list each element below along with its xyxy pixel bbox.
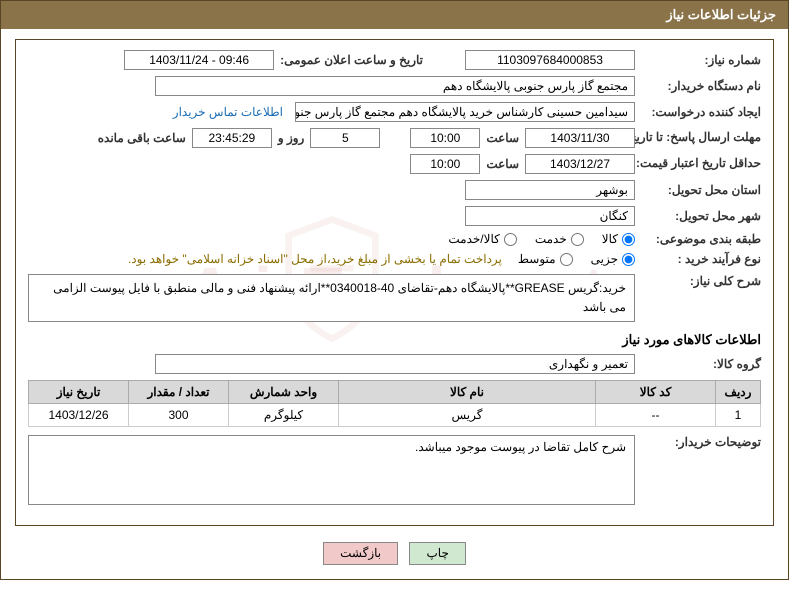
buyer-contact-link[interactable]: اطلاعات تماس خریدار: [173, 105, 283, 119]
label-announce-dt: تاریخ و ساعت اعلان عمومی:: [280, 53, 423, 67]
back-button[interactable]: بازگشت: [323, 542, 398, 565]
radio-goods[interactable]: کالا: [602, 232, 635, 246]
need-details-box: شماره نیاز: 1103097684000853 تاریخ و ساع…: [15, 39, 774, 526]
row-reply-deadline: مهلت ارسال پاسخ: تا تاریخ: 1403/11/30 سا…: [28, 128, 761, 148]
label-time-1: ساعت: [486, 131, 519, 145]
label-buyer-notes: توضیحات خریدار:: [641, 435, 761, 449]
col-code: کد کالا: [596, 381, 716, 404]
radio-goods-label: کالا: [602, 232, 618, 246]
radio-partial-input[interactable]: [622, 253, 635, 266]
items-section-header: اطلاعات کالاهای مورد نیاز: [28, 332, 761, 348]
label-buyer-org: نام دستگاه خریدار:: [641, 79, 761, 93]
radio-medium-label: متوسط: [518, 252, 556, 266]
radio-goods-input[interactable]: [622, 233, 635, 246]
radio-service-input[interactable]: [571, 233, 584, 246]
details-panel: جزئیات اطلاعات نیاز AriaTender.net شماره…: [0, 0, 789, 580]
table-row: 1 -- گریس کیلوگرم 300 1403/12/26: [29, 404, 761, 427]
label-time-remaining: ساعت باقی مانده: [98, 131, 186, 145]
label-goods-group: گروه کالا:: [641, 357, 761, 371]
label-need-summary: شرح کلی نیاز:: [641, 274, 761, 288]
label-city: شهر محل تحویل:: [641, 209, 761, 223]
col-row: ردیف: [716, 381, 761, 404]
row-price-validity: حداقل تاریخ اعتبار قیمت: تا تاریخ: 1403/…: [28, 154, 761, 174]
value-reply-time: 10:00: [410, 128, 480, 148]
items-header-row: ردیف کد کالا نام کالا واحد شمارش تعداد /…: [29, 381, 761, 404]
col-qty: تعداد / مقدار: [129, 381, 229, 404]
label-requester: ایجاد کننده درخواست:: [641, 105, 761, 119]
label-need-number: شماره نیاز:: [641, 53, 761, 67]
proc-note: پرداخت تمام یا بخشی از مبلغ خرید،از محل …: [128, 252, 502, 266]
radio-service-label: خدمت: [535, 232, 567, 246]
subject-cat-group: کالا خدمت کالا/خدمت: [448, 232, 635, 246]
value-announce-dt: 1403/11/24 - 09:46: [124, 50, 274, 70]
value-buyer-org: مجتمع گاز پارس جنوبی پالایشگاه دهم: [155, 76, 635, 96]
value-buyer-notes: شرح کامل تقاضا در پیوست موجود میباشد.: [28, 435, 635, 505]
radio-goods-service-label: کالا/خدمت: [448, 232, 499, 246]
cell-need-date: 1403/12/26: [29, 404, 129, 427]
value-days-remaining: 5: [310, 128, 380, 148]
panel-title-bar: جزئیات اطلاعات نیاز: [1, 1, 788, 29]
col-need-date: تاریخ نیاز: [29, 381, 129, 404]
action-buttons: چاپ بازگشت: [15, 534, 774, 569]
value-pv-time: 10:00: [410, 154, 480, 174]
radio-partial-label: جزیی: [591, 252, 618, 266]
row-city: شهر محل تحویل: کنگان: [28, 206, 761, 226]
print-button[interactable]: چاپ: [409, 542, 465, 565]
value-requester: سیدامین حسینی کارشناس خرید پالایشگاه دهم…: [295, 102, 635, 122]
value-reply-date: 1403/11/30: [525, 128, 635, 148]
row-province: استان محل تحویل: بوشهر: [28, 180, 761, 200]
col-unit: واحد شمارش: [229, 381, 339, 404]
radio-medium-input[interactable]: [560, 253, 573, 266]
proc-type-group: جزیی متوسط: [518, 252, 635, 266]
cell-code: --: [596, 404, 716, 427]
value-countdown: 23:45:29: [192, 128, 272, 148]
col-name: نام کالا: [339, 381, 596, 404]
label-proc-type: نوع فرآیند خرید :: [641, 252, 761, 266]
label-reply-deadline: مهلت ارسال پاسخ: تا تاریخ:: [641, 130, 761, 146]
row-requester: ایجاد کننده درخواست: سیدامین حسینی کارشن…: [28, 102, 761, 122]
value-city: کنگان: [465, 206, 635, 226]
panel-title: جزئیات اطلاعات نیاز: [666, 7, 776, 22]
label-days-and: روز و: [278, 131, 305, 145]
row-buyer-notes: توضیحات خریدار: شرح کامل تقاضا در پیوست …: [28, 435, 761, 505]
row-goods-group: گروه کالا: تعمیر و نگهداری: [28, 354, 761, 374]
label-price-validity: حداقل تاریخ اعتبار قیمت: تا تاریخ:: [641, 156, 761, 172]
panel-content: شماره نیاز: 1103097684000853 تاریخ و ساع…: [1, 29, 788, 579]
value-pv-date: 1403/12/27: [525, 154, 635, 174]
label-subject-cat: طبقه بندی موضوعی:: [641, 232, 761, 246]
label-time-2: ساعت: [486, 157, 519, 171]
row-subject-cat: طبقه بندی موضوعی: کالا خدمت کالا/خدمت: [28, 232, 761, 246]
value-need-number: 1103097684000853: [465, 50, 635, 70]
value-goods-group: تعمیر و نگهداری: [155, 354, 635, 374]
cell-row: 1: [716, 404, 761, 427]
label-province: استان محل تحویل:: [641, 183, 761, 197]
radio-goods-service-input[interactable]: [504, 233, 517, 246]
items-table: ردیف کد کالا نام کالا واحد شمارش تعداد /…: [28, 380, 761, 427]
row-need-summary: شرح کلی نیاز: خرید:گریس GREASE**پالایشگا…: [28, 274, 761, 322]
cell-qty: 300: [129, 404, 229, 427]
radio-medium[interactable]: متوسط: [518, 252, 573, 266]
row-buyer-org: نام دستگاه خریدار: مجتمع گاز پارس جنوبی …: [28, 76, 761, 96]
value-need-summary: خرید:گریس GREASE**پالایشگاه دهم-تقاضای 4…: [28, 274, 635, 322]
radio-service[interactable]: خدمت: [535, 232, 584, 246]
radio-goods-service[interactable]: کالا/خدمت: [448, 232, 516, 246]
radio-partial[interactable]: جزیی: [591, 252, 635, 266]
cell-unit: کیلوگرم: [229, 404, 339, 427]
row-proc-type: نوع فرآیند خرید : جزیی متوسط پرداخت تمام…: [28, 252, 761, 266]
cell-name: گریس: [339, 404, 596, 427]
value-province: بوشهر: [465, 180, 635, 200]
row-need-number: شماره نیاز: 1103097684000853 تاریخ و ساع…: [28, 50, 761, 70]
